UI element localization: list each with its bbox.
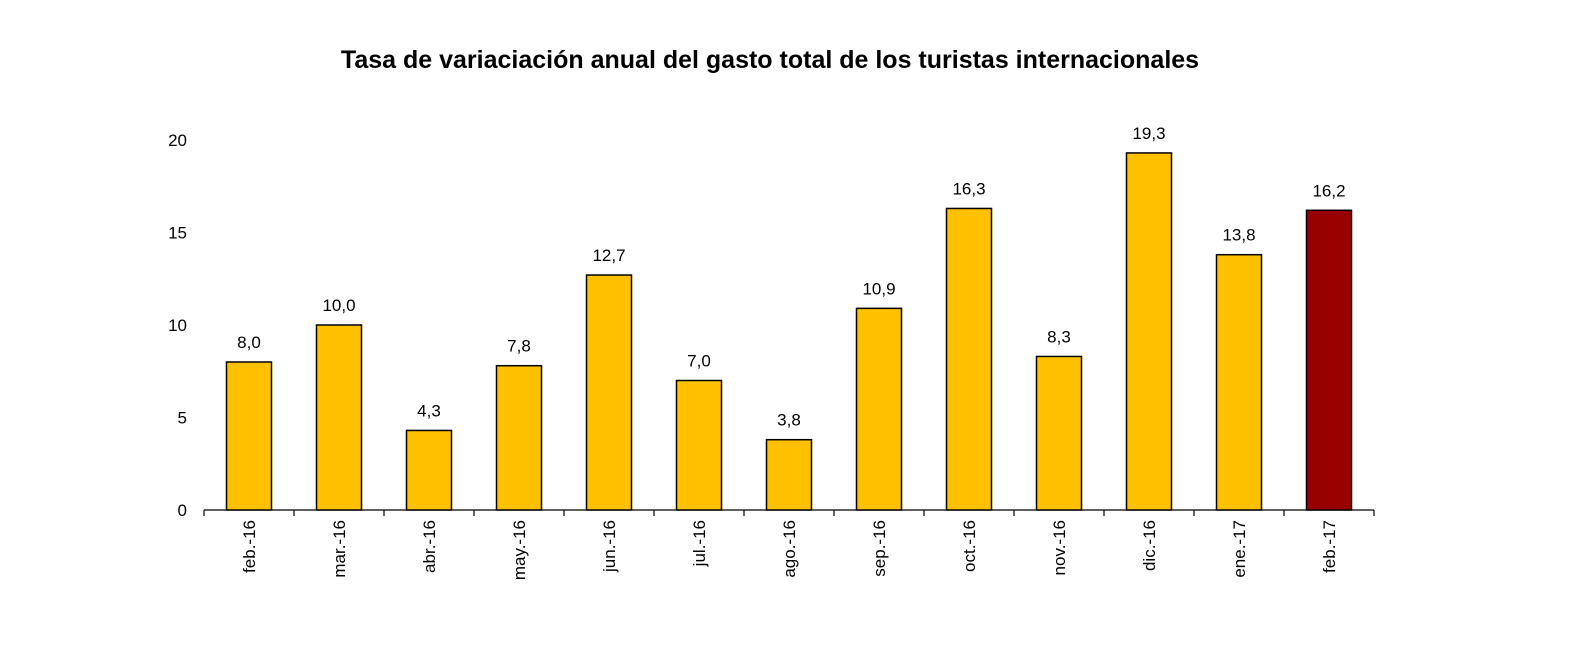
data-labels: 8,0 10,0 4,3 7,8 12,7 7,0 3,8 10,9 16,3 8,3 19,3 13… — [237, 124, 1345, 430]
x-tick-label-jul.-16: jul.-16 — [690, 520, 709, 567]
data-label-oct.-16: 16,3 — [952, 179, 985, 198]
y-tick-label: 5 — [178, 409, 187, 428]
x-tick-label-abr.-16: abr.-16 — [420, 520, 439, 573]
bar-sep.-16 — [855, 307, 903, 511]
x-tick-label-jun.-16: jun.-16 — [600, 520, 619, 573]
x-tick-label-ago.-16: ago.-16 — [780, 520, 799, 578]
data-label-jul.-16: 7,0 — [687, 352, 711, 371]
data-label-may.-16: 7,8 — [507, 337, 531, 356]
bar-nov.-16 — [1035, 355, 1083, 511]
x-tick-label-mar.-16: mar.-16 — [330, 520, 349, 578]
data-label-jun.-16: 12,7 — [592, 246, 625, 265]
x-axis: feb.-16 mar.-16 abr.-16 may.-16 jun.-16 jul.-… — [203, 509, 1375, 580]
data-label-feb.-17: 16,2 — [1312, 181, 1345, 200]
bar-oct.-16 — [945, 207, 993, 511]
bar-feb.-16 — [225, 361, 273, 511]
y-tick-label: 0 — [178, 501, 187, 520]
bar-jun.-16 — [585, 274, 633, 511]
x-tick-label-may.-16: may.-16 — [510, 520, 529, 580]
x-tick-label-ene.-17: ene.-17 — [1230, 520, 1249, 578]
data-label-nov.-16: 8,3 — [1047, 327, 1071, 346]
chart-title: Tasa de variaciación anual del gasto tot… — [340, 46, 1200, 74]
data-label-dic.-16: 19,3 — [1132, 124, 1165, 143]
data-label-sep.-16: 10,9 — [862, 279, 895, 298]
data-label-ene.-17: 13,8 — [1222, 226, 1255, 245]
x-tick-label-feb.-16: feb.-16 — [240, 520, 259, 573]
bar-jul.-16 — [675, 379, 723, 511]
x-tick-label-nov.-16: nov.-16 — [1050, 520, 1069, 575]
data-label-feb.-16: 8,0 — [237, 333, 261, 352]
bar-dic.-16 — [1125, 152, 1173, 511]
data-label-abr.-16: 4,3 — [417, 401, 441, 420]
x-tick-label-feb.-17: feb.-17 — [1320, 520, 1339, 573]
bar-may.-16 — [495, 364, 543, 511]
y-tick-label: 10 — [168, 316, 187, 335]
bar-feb.-17 — [1305, 209, 1353, 511]
bar-abr.-16 — [405, 429, 453, 511]
y-tick-label: 15 — [168, 224, 187, 243]
x-tick-label-dic.-16: dic.-16 — [1140, 520, 1159, 571]
x-tick-label-sep.-16: sep.-16 — [870, 520, 889, 577]
y-tick-label: 20 — [168, 131, 187, 150]
bar-ago.-16 — [765, 438, 813, 511]
bar-ene.-17 — [1215, 253, 1263, 511]
bars — [225, 152, 1353, 511]
y-axis: 0 5 10 15 20 — [168, 131, 187, 520]
bar-mar.-16 — [315, 324, 363, 511]
data-label-ago.-16: 3,8 — [777, 411, 801, 430]
data-label-mar.-16: 10,0 — [322, 296, 355, 315]
x-tick-label-oct.-16: oct.-16 — [960, 520, 979, 572]
